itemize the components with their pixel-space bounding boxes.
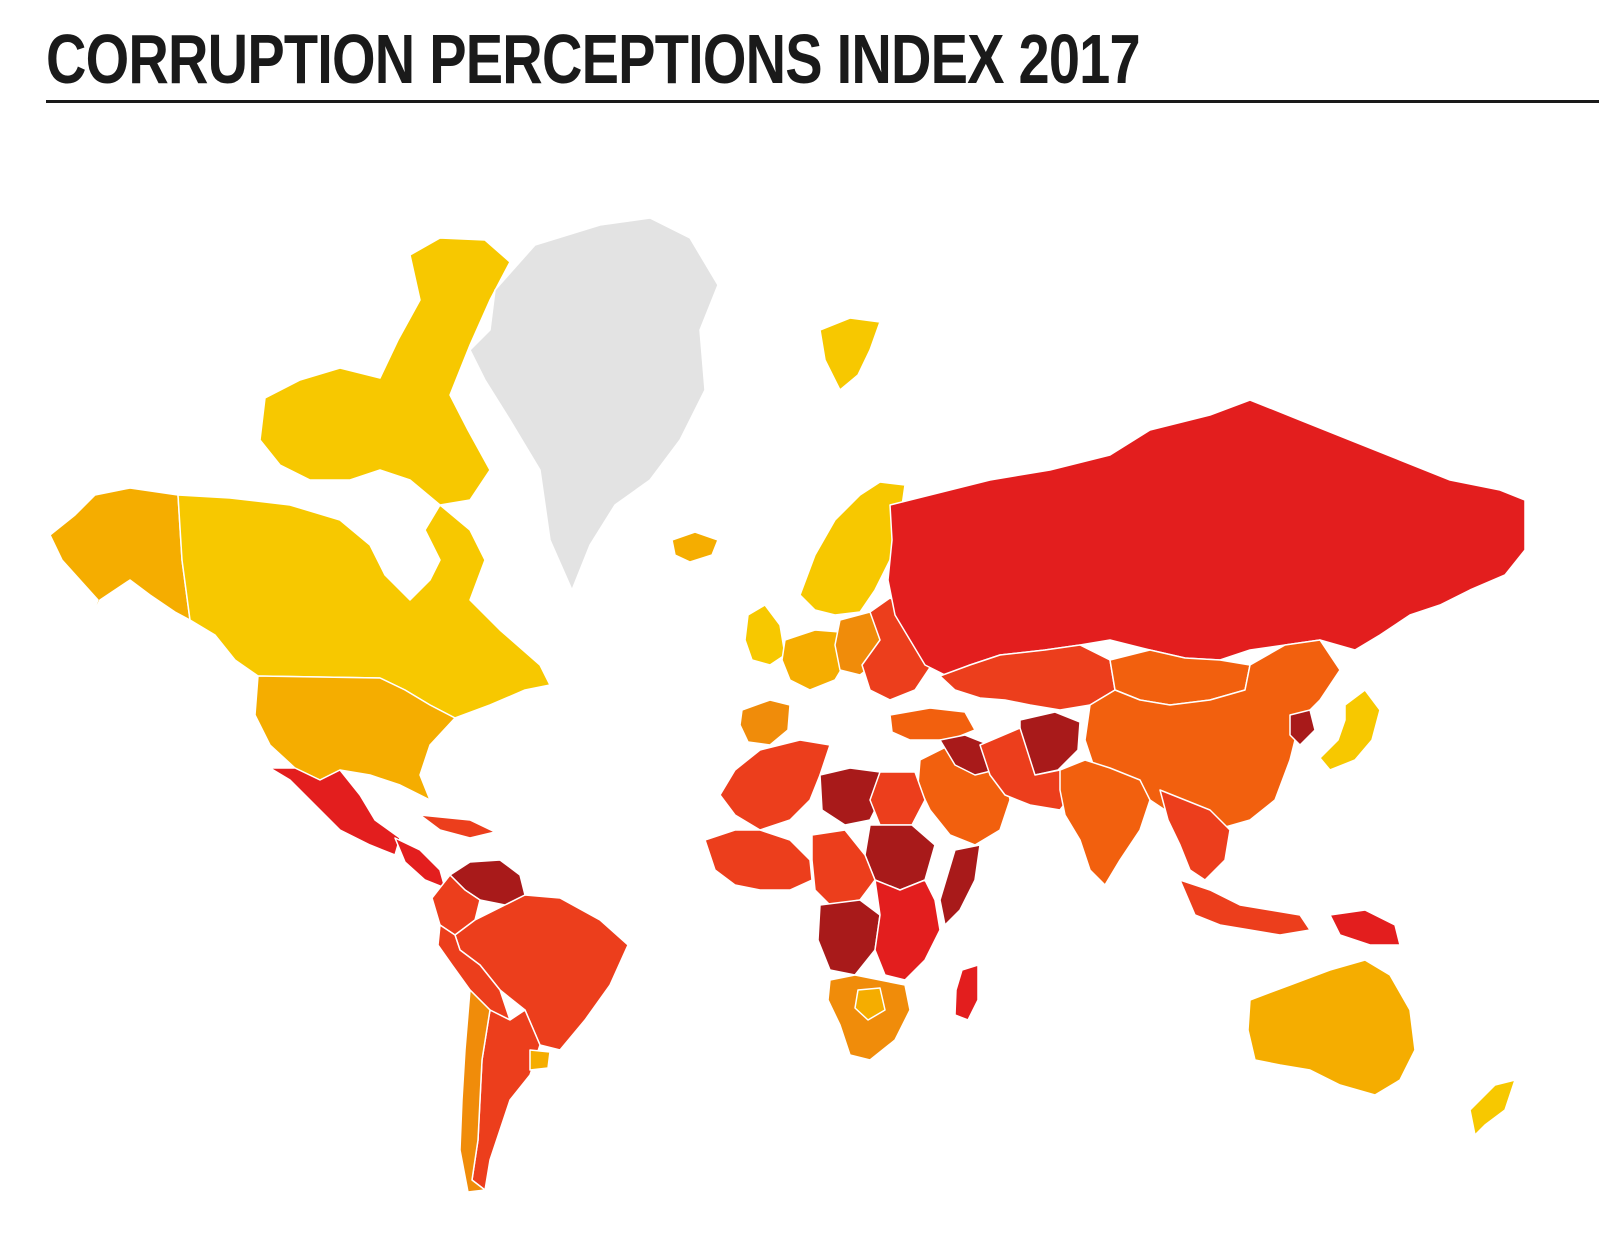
region-canada <box>177 494 551 719</box>
region-west-africa <box>704 829 813 891</box>
map-title: CORRUPTION PERCEPTIONS INDEX 2017 <box>46 20 1141 98</box>
region-india <box>1059 759 1151 886</box>
region-somalia <box>939 844 981 926</box>
region-russia <box>887 399 1526 676</box>
region-central-africa <box>811 829 876 906</box>
region-north-korea <box>1289 709 1316 746</box>
region-iberia <box>739 699 791 746</box>
region-greenland <box>469 217 719 591</box>
region-british-isles <box>744 604 786 666</box>
region-dr-congo <box>817 899 881 976</box>
region-australia <box>1247 959 1416 1096</box>
title-divider <box>46 100 1599 103</box>
region-north-africa <box>719 739 831 831</box>
region-uruguay <box>529 1049 551 1071</box>
region-united-states <box>254 675 456 801</box>
region-southeast-asia <box>1159 789 1231 881</box>
region-mexico <box>269 767 401 856</box>
region-alaska <box>49 487 191 631</box>
region-botswana <box>854 987 886 1021</box>
region-new-zealand <box>1469 1079 1516 1136</box>
region-iceland <box>671 531 719 563</box>
region-caribbean <box>419 814 496 839</box>
region-japan <box>1319 689 1381 771</box>
region-western-europe <box>781 629 851 691</box>
region-egypt <box>869 771 926 826</box>
region-madagascar <box>954 964 979 1021</box>
region-central-america <box>394 837 446 889</box>
region-chile <box>459 989 491 1193</box>
region-papua-new-guinea <box>1329 909 1401 946</box>
region-indonesia <box>1179 879 1311 936</box>
region-east-africa <box>874 879 941 981</box>
region-scandinavia <box>799 481 906 616</box>
region-canadian-arctic <box>259 237 511 506</box>
region-svalbard <box>819 317 881 391</box>
